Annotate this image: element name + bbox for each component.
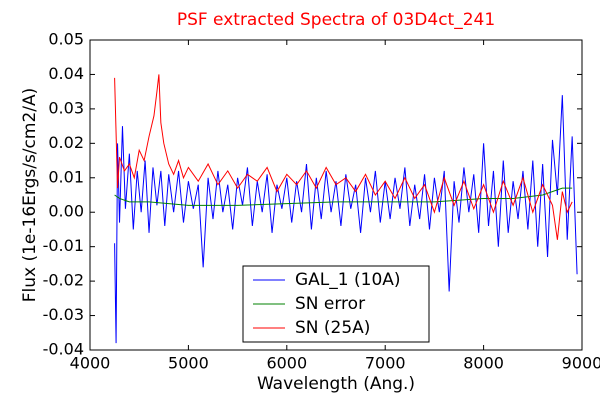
- y-tick-label: 0.00: [48, 202, 84, 221]
- series-line: [114, 95, 578, 344]
- x-tick-label: 5000: [168, 354, 209, 373]
- series-line: [114, 74, 573, 240]
- legend-label: SN error: [295, 294, 365, 314]
- x-tick-label: 4000: [70, 354, 111, 373]
- y-tick-label: 0.05: [48, 30, 84, 49]
- x-tick-label: 9000: [562, 354, 600, 373]
- y-tick-label: 0.03: [48, 98, 84, 117]
- legend-label: GAL_1 (10A): [295, 270, 401, 290]
- series-line: [114, 187, 573, 206]
- y-tick-label: 0.04: [48, 64, 84, 83]
- y-tick-label: -0.01: [43, 236, 84, 255]
- plot-frame: [89, 39, 583, 351]
- y-tick-label: -0.02: [43, 271, 84, 290]
- chart-title: PSF extracted Spectra of 03D4ct_241: [177, 10, 495, 30]
- y-tick-label: 0.01: [48, 167, 84, 186]
- y-tick-label: 0.02: [48, 133, 84, 152]
- x-tick-label: 8000: [463, 354, 504, 373]
- x-tick-label: 7000: [365, 354, 406, 373]
- x-tick-label: 6000: [266, 354, 307, 373]
- y-tick-label: -0.04: [43, 340, 84, 359]
- x-axis-label: Wavelength (Ang.): [257, 374, 415, 394]
- y-axis-label: Flux (1e-16Ergs/s/cm2/A): [20, 88, 40, 303]
- legend-label: SN (25A): [295, 318, 370, 338]
- y-tick-label: -0.03: [43, 305, 84, 324]
